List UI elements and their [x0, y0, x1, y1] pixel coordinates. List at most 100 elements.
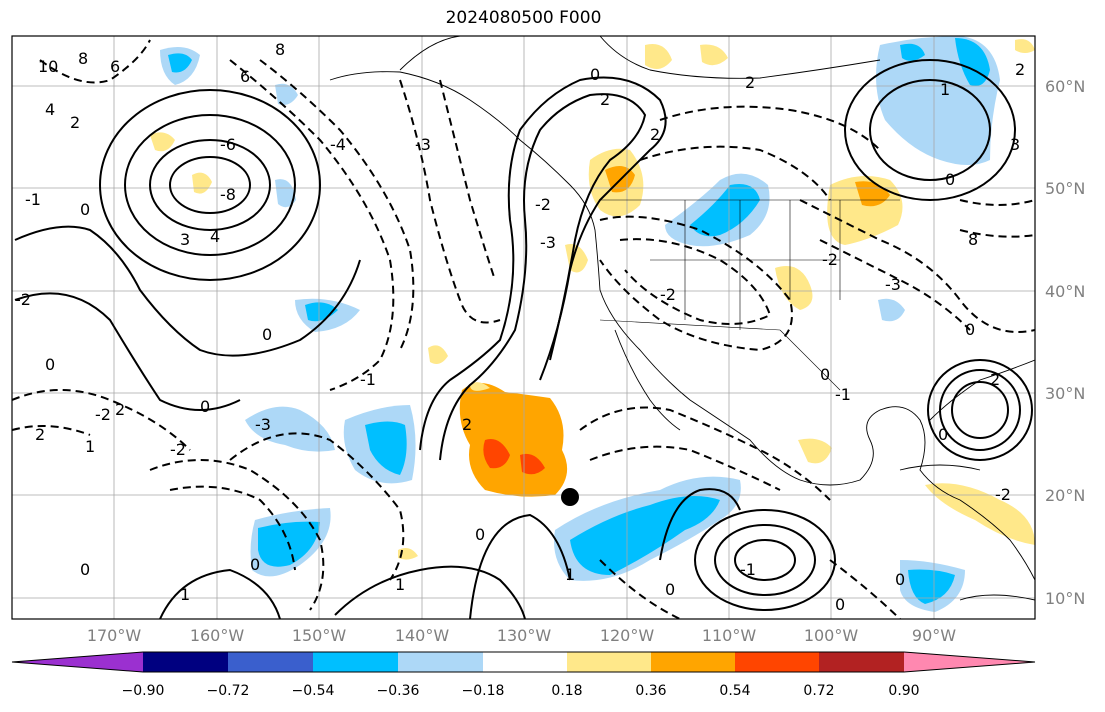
warm-core-region [483, 439, 510, 469]
contour-label: -2 [995, 485, 1011, 504]
contour-label: 2 [990, 370, 1000, 389]
colorbar-segment [735, 652, 819, 672]
contour-label: 0 [200, 397, 210, 416]
colorbar-min-extend [12, 652, 143, 672]
cool-core-region [168, 53, 192, 73]
lon-label: 100°W [803, 626, 859, 645]
contour-label: -8 [220, 185, 236, 204]
contour-label: 0 [820, 365, 830, 384]
contour-label: -2 [15, 290, 31, 309]
contour-label: 0 [45, 355, 55, 374]
warm-anomaly-region [645, 44, 672, 69]
political-boundaries [599, 199, 900, 391]
colorbar-segment [228, 652, 313, 672]
contour-label: -4 [330, 135, 346, 154]
cool-anomaly-region [275, 83, 298, 105]
contour-labels: 10 8 6 4 2 0 -1 -2 -6 -8 3 4 -4 -3 -3 -2… [15, 40, 1025, 614]
contour-label: -2 [170, 440, 186, 459]
cool-core-region [908, 569, 955, 604]
contour-label: 1 [940, 80, 950, 99]
contour-label: 0 [965, 320, 975, 339]
contour-label: 2 [35, 425, 45, 444]
colorbar-tick-label: −0.36 [376, 683, 420, 699]
contour-label: 3 [180, 230, 190, 249]
warm-anomaly-region [798, 438, 832, 464]
colorbar-tick-label: 0.72 [803, 683, 835, 699]
contour-label: 2 [115, 400, 125, 419]
colorbar-segment [143, 652, 228, 672]
contour-label: 2 [745, 73, 755, 92]
contour-label: -2 [95, 405, 111, 424]
contour-label: 8 [968, 230, 978, 249]
lon-label: 120°W [599, 626, 655, 645]
contour-label: 1 [85, 437, 95, 456]
colorbar-tick-label: −0.18 [461, 683, 505, 699]
contour-label: 8 [78, 49, 88, 68]
storm-position-marker [561, 488, 579, 506]
contour-label: 0 [665, 580, 675, 599]
contour-label: -2 [660, 285, 676, 304]
warm-anomaly-region [428, 345, 448, 364]
colorbar-segment [651, 652, 735, 672]
contour-label: 0 [945, 170, 955, 189]
contour-label: -3 [255, 415, 271, 434]
colorbar-tick-label: −0.90 [121, 683, 165, 699]
lon-label: 110°W [701, 626, 757, 645]
lat-label: 40°N [1045, 282, 1086, 301]
lon-label: 90°W [911, 626, 957, 645]
contour-label: 0 [895, 570, 905, 589]
positive-contours [14, 59, 1033, 619]
cool-core-region [690, 184, 760, 237]
cool-core-region [365, 421, 407, 475]
contour-label: 4 [210, 227, 220, 246]
lon-label: 140°W [394, 626, 450, 645]
lon-label: 150°W [291, 626, 347, 645]
map-background [12, 36, 1035, 619]
colorbar [11, 651, 1036, 673]
contour-label: -1 [835, 385, 851, 404]
colorbar-segment [567, 652, 651, 672]
contour-label: 0 [250, 555, 260, 574]
contour-label: 1 [565, 565, 575, 584]
contour-label: 2 [70, 113, 80, 132]
colorbar-outline [11, 651, 1036, 673]
lat-label: 20°N [1045, 486, 1086, 505]
contour-label: 0 [80, 200, 90, 219]
lat-label: 30°N [1045, 384, 1086, 403]
colorbar-tick-label: −0.54 [291, 683, 335, 699]
cool-anomaly-region [275, 179, 296, 208]
contour-label: 2 [1015, 60, 1025, 79]
contour-label: 0 [262, 325, 272, 344]
contour-label: -2 [822, 250, 838, 269]
colorbar-tick-label: 0.36 [635, 683, 667, 699]
contour-label: 6 [110, 57, 120, 76]
contour-label: 4 [45, 100, 55, 119]
contour-label: -3 [885, 275, 901, 294]
cool-anomaly-region [245, 406, 335, 452]
contour-label: 8 [275, 40, 285, 59]
colorbar-segment [483, 652, 567, 672]
contour-label: -1 [25, 190, 41, 209]
chart-title: 2024080500 F000 [445, 8, 602, 28]
contour-label: 1 [180, 585, 190, 604]
map-frame [11, 35, 1036, 620]
lon-label: 170°W [86, 626, 142, 645]
contour-label: 3 [1010, 135, 1020, 154]
lat-label: 50°N [1045, 179, 1086, 198]
contour-label: -1 [740, 560, 756, 579]
contour-label: 6 [240, 67, 250, 86]
cool-anomaly-region [878, 298, 905, 322]
negative-contours [12, 39, 1035, 619]
colorbar-segment [398, 652, 483, 672]
contour-label: -2 [535, 195, 551, 214]
warm-core-region [520, 453, 545, 475]
contour-label: 0 [835, 595, 845, 614]
cool-core-region [900, 43, 925, 61]
colorbar-tick-label: 0.54 [719, 683, 751, 699]
contour-label: 0 [590, 65, 600, 84]
contour-label: 0 [938, 425, 948, 444]
warm-anomaly-region [700, 44, 728, 66]
lat-label: 60°N [1045, 77, 1086, 96]
contour-label: 2 [600, 90, 610, 109]
